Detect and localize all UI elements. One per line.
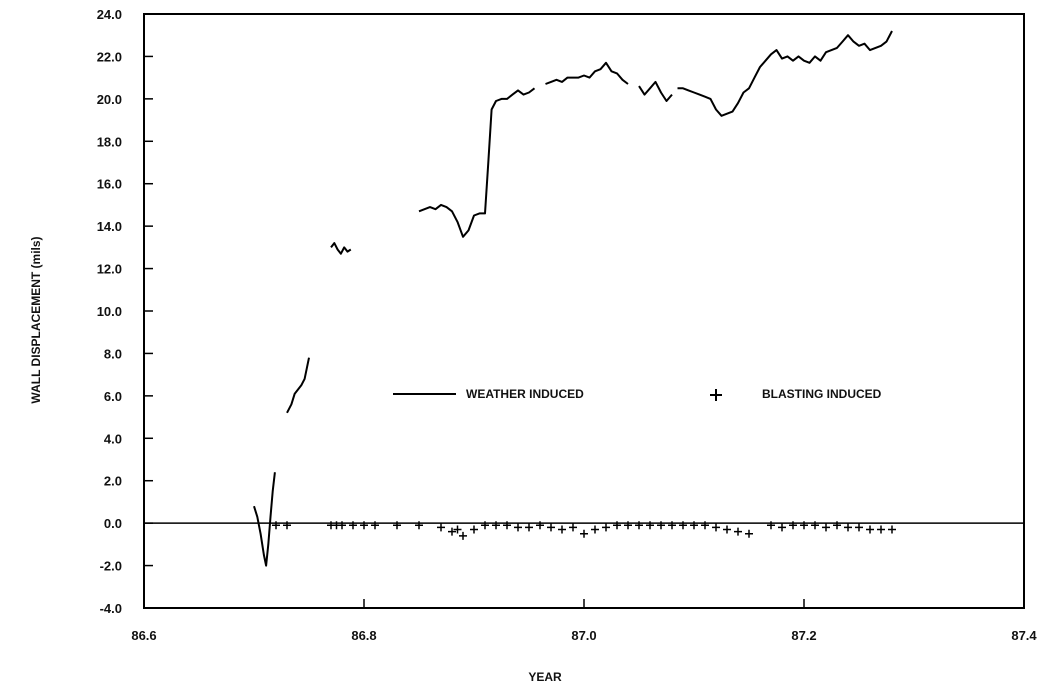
blasting-point <box>800 521 808 530</box>
weather-segment-1 <box>286 357 310 414</box>
blasting-point <box>767 521 775 530</box>
weather-segment-5 <box>638 80 673 102</box>
x-tick-label: 87.0 <box>571 628 596 643</box>
x-tick-label: 87.2 <box>791 628 816 643</box>
blasting-point <box>888 525 896 534</box>
weather-segment-3 <box>418 87 536 238</box>
legend-label-blasting: BLASTING INDUCED <box>762 387 882 401</box>
blasting-point <box>371 521 379 530</box>
blasting-point <box>283 521 291 530</box>
blasting-point <box>811 521 819 530</box>
blasting-point <box>338 521 346 530</box>
blasting-point <box>646 521 654 530</box>
blasting-point <box>437 523 445 532</box>
blasting-point <box>657 521 665 530</box>
blasting-point <box>745 529 753 538</box>
weather-segment-0 <box>253 472 276 567</box>
blasting-point <box>547 523 555 532</box>
blasting-point <box>591 525 599 534</box>
y-tick-label: 22.0 <box>97 49 122 64</box>
y-tick-label: 24.0 <box>97 7 122 22</box>
y-tick-label: 12.0 <box>97 262 122 277</box>
blasting-point <box>844 523 852 532</box>
blasting-point <box>481 521 489 530</box>
blasting-point <box>701 521 709 530</box>
blasting-point <box>360 521 368 530</box>
blasting-point <box>778 523 786 532</box>
blasting-point <box>734 527 742 536</box>
blasting-point <box>635 521 643 530</box>
blasting-point <box>492 521 500 530</box>
blasting-point <box>668 521 676 530</box>
y-tick-label: -4.0 <box>100 601 122 616</box>
y-tick-label: 20.0 <box>97 92 122 107</box>
y-axis: -4.0 -2.0 0.0 2.0 4.0 6.0 8.0 10.0 12.0 14.0 16.0 1… <box>97 7 153 616</box>
y-tick-label: 8.0 <box>104 346 122 361</box>
plot-frame <box>143 13 1025 609</box>
y-tick-label: 6.0 <box>104 389 122 404</box>
blasting-point <box>877 525 885 534</box>
y-tick-label: 2.0 <box>104 474 122 489</box>
blasting-point <box>690 521 698 530</box>
blasting-point <box>536 521 544 530</box>
y-tick-label: -2.0 <box>100 559 122 574</box>
blasting-point <box>349 521 357 530</box>
blasting-point <box>580 529 588 538</box>
blasting-point <box>558 525 566 534</box>
y-tick-label: 4.0 <box>104 431 122 446</box>
blasting-point <box>453 525 462 534</box>
y-axis-label: WALL DISPLACEMENT (mils) <box>29 236 43 403</box>
x-tick-label: 86.6 <box>131 628 156 643</box>
y-tick-label: 16.0 <box>97 177 122 192</box>
blasting-point <box>789 521 797 530</box>
blasting-point <box>855 523 863 532</box>
blasting-point <box>448 527 456 536</box>
blasting-point <box>613 521 621 530</box>
y-tick-label: 18.0 <box>97 134 122 149</box>
blasting-point <box>723 525 731 534</box>
y-tick-label: 14.0 <box>97 219 122 234</box>
series-layer <box>253 30 896 567</box>
blasting-point <box>569 523 577 532</box>
x-axis-label: YEAR <box>528 670 562 684</box>
legend: WEATHER INDUCED BLASTING INDUCED <box>393 387 882 401</box>
y-tick-label: 0.0 <box>104 516 122 531</box>
x-tick-label: 86.8 <box>351 628 376 643</box>
blasting-point <box>514 523 522 532</box>
weather-segment-4 <box>545 61 629 85</box>
blasting-point <box>679 521 687 530</box>
x-tick-label: 87.4 <box>1011 628 1037 643</box>
blasting-point <box>866 525 874 534</box>
weather-segment-2 <box>330 242 352 255</box>
blasting-point <box>602 523 610 532</box>
blasting-point <box>415 521 423 530</box>
blasting-point <box>272 521 280 530</box>
blasting-point <box>712 523 720 532</box>
blasting-point <box>503 521 511 530</box>
blasting-point <box>822 523 830 532</box>
blasting-point <box>525 523 533 532</box>
blasting-point <box>624 521 632 530</box>
x-axis: 86.6 86.8 87.0 87.2 87.4 <box>131 599 1037 643</box>
y-tick-label: 10.0 <box>97 304 122 319</box>
blasting-point <box>459 531 467 540</box>
blasting-point <box>833 521 841 530</box>
blasting-point <box>470 525 478 534</box>
blasting-point <box>393 521 401 530</box>
weather-segment-6 <box>677 30 893 117</box>
legend-label-weather: WEATHER INDUCED <box>466 387 584 401</box>
